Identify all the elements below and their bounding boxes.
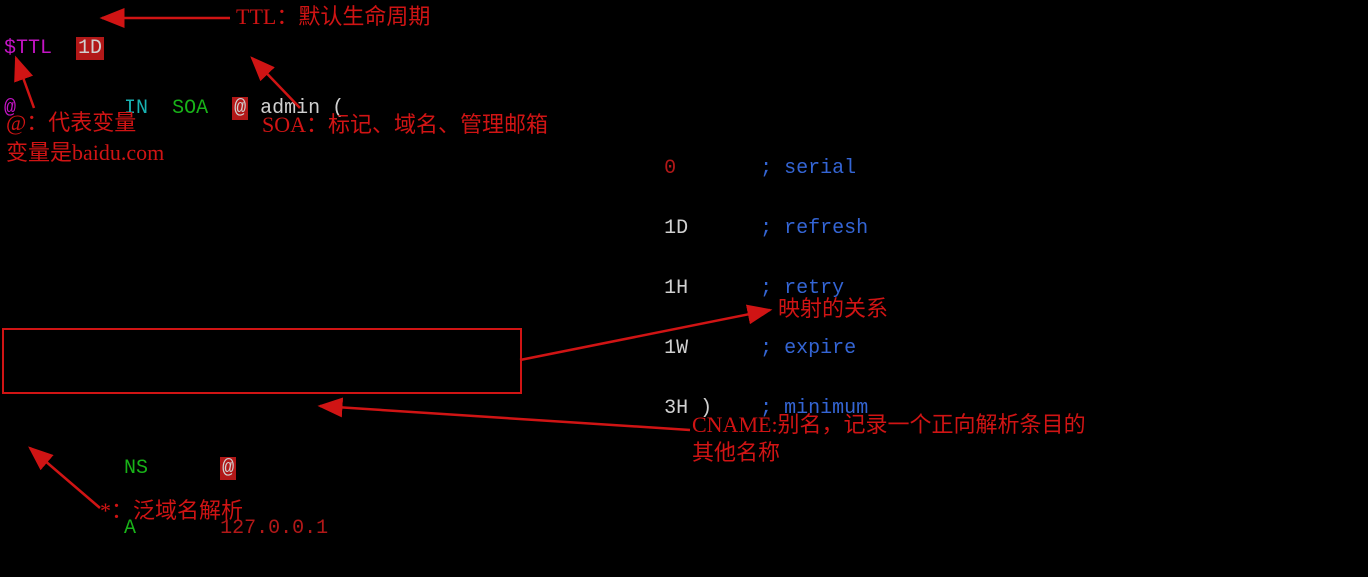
- rec-type: NS: [124, 457, 148, 480]
- soa-comment: ; refresh: [760, 217, 868, 240]
- soa-val: 0: [664, 157, 676, 180]
- soa-val: 3H: [664, 397, 688, 420]
- annotation-at-line2: 变量是baidu.com: [6, 140, 164, 166]
- soa-at2-highlight: @: [232, 97, 248, 120]
- soa-comment: ; serial: [760, 157, 856, 180]
- soa-param-retry: 1H ; retry: [4, 274, 1364, 304]
- zone-line-ttl: $TTL 1D: [4, 34, 1364, 64]
- terminal: $TTL 1D @ IN SOA @ admin ( 0 ; serial 1D…: [0, 0, 1368, 577]
- annotation-wildcard: *：泛域名解析: [100, 498, 243, 524]
- soa-comment: ; expire: [760, 337, 856, 360]
- annotation-at-line1: @：代表变量: [6, 110, 136, 136]
- annotation-soa: SOA：标记、域名、管理邮箱: [262, 112, 548, 138]
- rec-value-at-highlight: @: [220, 457, 236, 480]
- record-ns: NS @: [4, 454, 1364, 484]
- annotation-mapping: 映射的关系: [778, 296, 888, 322]
- zone-line-soa: @ IN SOA @ admin (: [4, 94, 1364, 124]
- soa-kw: SOA: [172, 97, 208, 120]
- annotation-cname-line1: CNAME:别名，记录一个正向解析条目的: [692, 412, 1086, 438]
- soa-val: 1W: [664, 337, 688, 360]
- soa-val: 1H: [664, 277, 688, 300]
- ttl-keyword: $TTL: [4, 37, 52, 60]
- soa-val: 1D: [664, 217, 688, 240]
- soa-param-refresh: 1D ; refresh: [4, 214, 1364, 244]
- ttl-value-highlight: 1D: [76, 37, 104, 60]
- soa-param-serial: 0 ; serial: [4, 154, 1364, 184]
- annotation-ttl: TTL：默认生命周期: [236, 4, 430, 30]
- soa-param-minimum: 3H ) ; minimum: [4, 394, 1364, 424]
- soa-param-expire: 1W ; expire: [4, 334, 1364, 364]
- annotation-cname-line2: 其他名称: [692, 440, 780, 466]
